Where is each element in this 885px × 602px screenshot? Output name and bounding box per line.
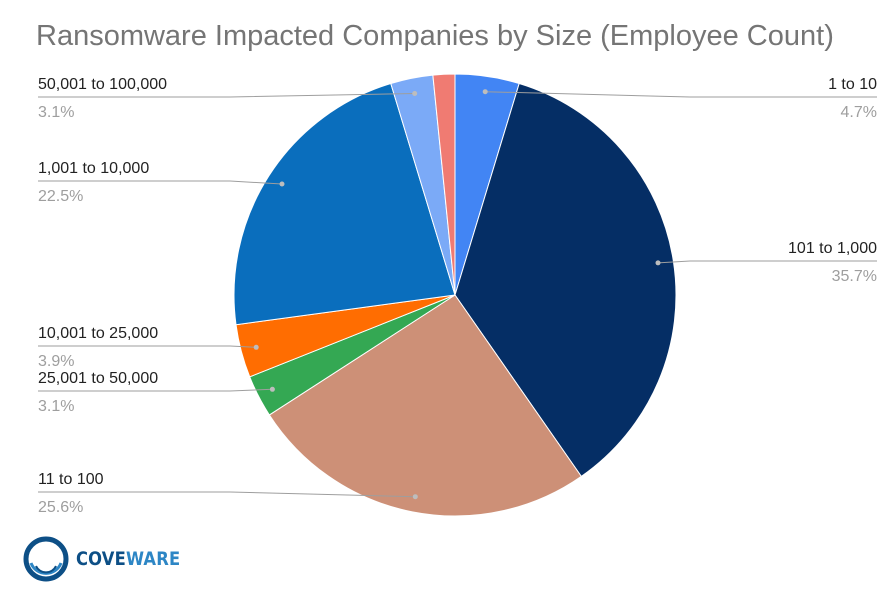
- slice-label-1-001-to-10-000: 1,001 to 10,000: [38, 160, 149, 177]
- logo-ring-icon: [23, 536, 69, 582]
- logo-wordmark: COVEWARE: [76, 548, 180, 570]
- leader-line-25-001-to-50-000: [38, 388, 273, 392]
- leader-dot-1-001-to-10-000: [279, 181, 285, 187]
- chart-title: Ransomware Impacted Companies by Size (E…: [36, 20, 834, 52]
- leader-dot-50-001-to-100-000: [412, 91, 418, 96]
- leader-dot-1-to-10: [482, 89, 488, 95]
- leader-line-1-to-10: [485, 91, 877, 98]
- slice-label-10-001-to-25-000: 10,001 to 25,000: [38, 325, 158, 342]
- slice-label-101-to-1-000: 101 to 1,000: [788, 240, 877, 257]
- pie-slice-101-to-1-000: [454, 82, 677, 478]
- slice-percent-10-001-to-25-000: 3.9%: [38, 353, 74, 370]
- leader-line-50-001-to-100-000: [38, 93, 415, 98]
- leader-line-101-to-1-000: [657, 260, 877, 264]
- pie-slices: [233, 73, 677, 517]
- leader-dot-25-001-to-50-000: [269, 386, 275, 392]
- leader-line-11-to-100: [38, 491, 416, 498]
- slice-percent-101-to-1-000: 35.7%: [832, 268, 877, 285]
- slice-label-11-to-100: 11 to 100: [38, 471, 104, 488]
- coveware-logo: COVEWARE: [22, 535, 197, 583]
- slice-percent-25-001-to-50-000: 3.1%: [38, 398, 74, 415]
- leader-line-10-001-to-25-000: [38, 345, 257, 348]
- leader-dot-10-001-to-25-000: [253, 344, 259, 350]
- slice-percent-50-001-to-100-000: 3.1%: [38, 104, 74, 121]
- leader-dot-11-to-100: [412, 494, 418, 500]
- pie-labels: 1 to 10 4.7% 101 to 1,000 35.7% 11 to 100 25.…: [38, 76, 877, 516]
- leader-line-1-001-to-10-000: [38, 180, 283, 185]
- leader-dot-101-to-1-000: [655, 260, 661, 266]
- slice-label-1-to-10: 1 to 10: [828, 76, 877, 93]
- logo-brand-part1: COVE: [76, 548, 126, 570]
- slice-percent-11-to-100: 25.6%: [38, 499, 83, 516]
- slice-label-50-001-to-100-000: 50,001 to 100,000: [38, 76, 167, 93]
- pie-leader-lines: [38, 89, 877, 500]
- slice-percent-1-001-to-10-000: 22.5%: [38, 188, 83, 205]
- slice-percent-1-to-10: 4.7%: [841, 104, 877, 121]
- logo-brand-part2: WARE: [125, 548, 181, 570]
- slice-label-25-001-to-50-000: 25,001 to 50,000: [38, 370, 158, 387]
- pie-slice-11-to-100: [268, 294, 582, 517]
- pie-slice-unlabeled: [432, 73, 456, 296]
- pie-slice-1-001-to-10-000: [233, 82, 456, 326]
